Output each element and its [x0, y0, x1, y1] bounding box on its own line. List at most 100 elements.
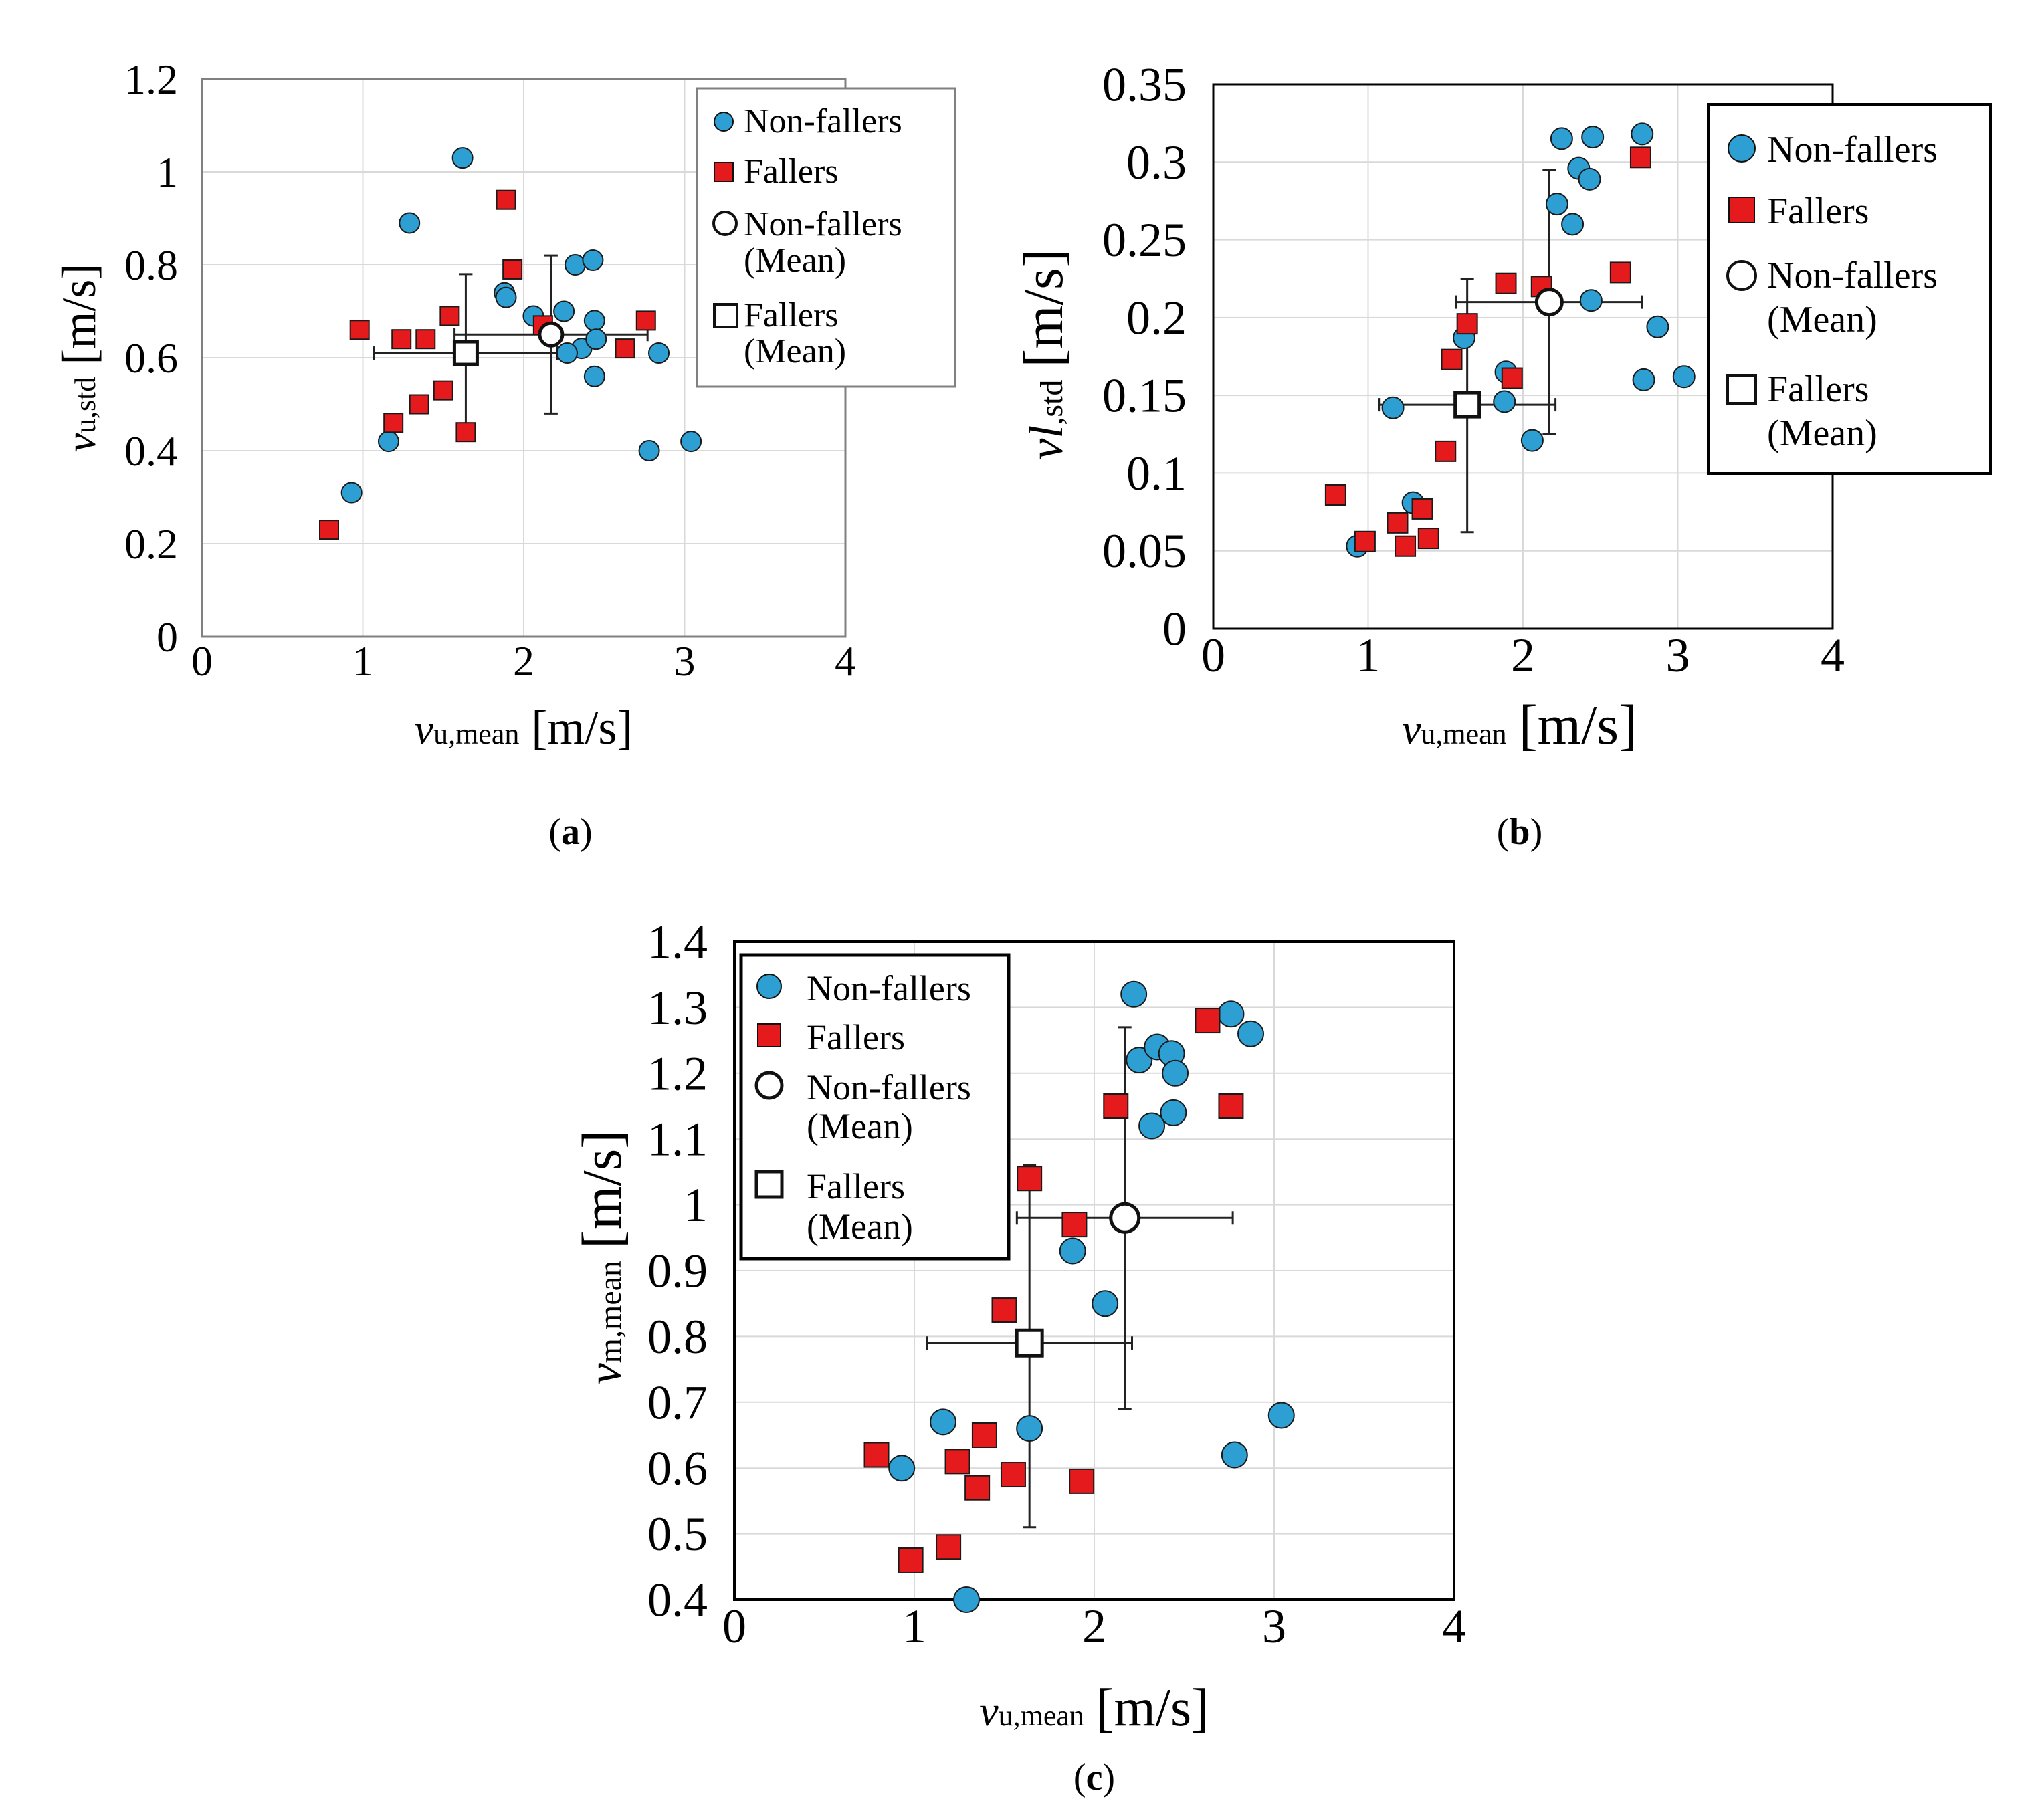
y-tick-label: 0.25 — [1102, 213, 1187, 267]
non-fallers-point — [1632, 368, 1655, 391]
chart-b-legend: Non-fallers Fallers Non-fallers (Mean) Fa… — [1707, 103, 1992, 475]
fallers-point — [1218, 1093, 1244, 1119]
y-tick-label: 1.2 — [124, 56, 178, 103]
non-fallers-point — [1237, 1020, 1265, 1047]
y-tick-label: 0.35 — [1102, 58, 1187, 111]
fallers-point — [936, 1534, 962, 1560]
y-tick-label: 0.3 — [1126, 136, 1187, 189]
chart-b-legend-fallers-marker — [1728, 197, 1755, 223]
y-tick-label: 0.5 — [647, 1507, 708, 1561]
chart-a-points — [318, 147, 702, 540]
x-tick-label: 4 — [1821, 629, 1845, 682]
fallers-point — [1103, 1093, 1129, 1119]
non-fallers-point — [1579, 289, 1603, 312]
chart-b-y-axis-label: vl,std[m/s] — [1013, 249, 1075, 459]
chart-c-grid — [734, 942, 1454, 1600]
non-fallers-point — [583, 310, 605, 332]
chart-a-legend-fallers-marker — [714, 162, 734, 182]
y-tick-label: 1.4 — [647, 915, 708, 968]
chart-a-grid — [202, 79, 845, 637]
chart-a-caption: (a) — [548, 811, 592, 853]
y-tick-label: 0.9 — [647, 1244, 708, 1297]
chart-c-legend-non-fallers-mean-marker — [754, 1071, 784, 1100]
chart-a-legend-non-fallers-mean: Non-fallers (Mean) — [744, 205, 902, 280]
chart-b-caption: (b) — [1497, 811, 1542, 853]
y-tick-label: 0.6 — [647, 1442, 708, 1495]
y-tick-label: 1.1 — [647, 1113, 708, 1166]
chart-c-mean-markers — [1015, 1202, 1141, 1358]
fallers-point — [863, 1442, 890, 1468]
chart-c-caption: (c) — [1074, 1757, 1115, 1798]
fallers-point — [615, 338, 635, 359]
chart-b-legend-fallers-mean-marker — [1726, 374, 1757, 405]
y-tick-label: 1.3 — [647, 981, 708, 1035]
y-tick-label: 0.8 — [124, 241, 178, 289]
fallers-point — [964, 1475, 991, 1501]
y-tick-label: 0.15 — [1102, 369, 1187, 423]
x-tick-label: 4 — [1442, 1600, 1466, 1653]
x-tick-label: 0 — [1201, 629, 1225, 682]
chart-a-legend-box — [696, 87, 956, 388]
non-fallers-point — [1126, 1047, 1153, 1074]
chart-b-legend-fallers-mean: Fallers (Mean) — [1767, 368, 1877, 454]
fallers-point — [1061, 1212, 1088, 1238]
chart-c-legend-fallers-mean: Fallers (Mean) — [807, 1166, 913, 1247]
non-fallers-point — [888, 1455, 916, 1482]
chart-c-legend-non-fallers: Non-fallers — [807, 968, 971, 1008]
non-fallers-point — [1138, 1112, 1166, 1140]
fallers-point — [1387, 512, 1409, 534]
chart-a-legend-fallers-mean-marker — [713, 303, 738, 328]
chart-c-y-axis-label: vm,mean[m/s] — [571, 1130, 633, 1385]
fallers-point — [991, 1297, 1017, 1323]
chart-c-x-axis-label: vu,mean [m/s] — [979, 1679, 1209, 1737]
x-tick-label: 4 — [835, 637, 856, 685]
non-fallers-point — [1217, 1000, 1245, 1028]
chart-a-tick-labels: 0 1 2 3 4 0 0.2 0.4 0.6 0.8 1 1.2 — [124, 56, 856, 685]
non-fallers-mean-marker — [1109, 1202, 1141, 1234]
non-fallers-point — [1092, 1290, 1119, 1317]
chart-c-legend-fallers-marker — [757, 1023, 781, 1047]
chart-c-points — [863, 980, 1295, 1613]
non-fallers-point — [451, 147, 474, 169]
fallers-mean-marker — [1015, 1328, 1044, 1358]
fallers-point — [1417, 528, 1439, 550]
non-fallers-point — [340, 481, 363, 504]
non-fallers-point — [1581, 126, 1605, 149]
fallers-point — [1069, 1468, 1095, 1494]
y-tick-label: 1 — [157, 148, 178, 196]
fallers-point — [1609, 261, 1631, 284]
y-tick-label: 0.4 — [124, 427, 178, 475]
chart-b-legend-fallers: Fallers — [1767, 191, 1869, 232]
non-fallers-point — [585, 328, 607, 350]
non-fallers-mean-marker — [538, 321, 565, 348]
chart-a-legend: Non-fallers Fallers Non-fallers (Mean) Fa… — [696, 87, 956, 388]
fallers-point — [496, 189, 516, 210]
non-fallers-point — [495, 286, 517, 308]
x-tick-label: 3 — [1262, 1600, 1286, 1653]
non-fallers-point — [1493, 390, 1516, 413]
non-fallers-point — [680, 431, 702, 453]
fallers-point — [455, 422, 476, 443]
fallers-point — [1000, 1462, 1026, 1488]
fallers-point — [971, 1422, 997, 1448]
non-fallers-point — [953, 1586, 981, 1613]
non-fallers-point — [1267, 1402, 1295, 1429]
fallers-point — [318, 520, 339, 540]
non-fallers-point — [556, 342, 578, 364]
fallers-point — [439, 306, 460, 326]
non-fallers-point — [377, 431, 399, 453]
chart-c-legend-fallers-mean-marker — [754, 1170, 784, 1199]
chart-a: 0 1 2 3 4 0 0.2 0.4 0.6 0.8 1 1.2 vu,mean [m/s] vu,s… — [52, 56, 956, 853]
chart-c: 0 1 2 3 4 0.4 0.5 0.6 0.7 0.8 0.9 1 1.1 1.2 1.3 1.4 vu,… — [571, 915, 1466, 1798]
non-fallers-point — [1545, 193, 1568, 216]
chart-b-legend-non-fallers-mean: Non-fallers (Mean) — [1767, 255, 1938, 340]
x-tick-label: 2 — [1082, 1600, 1106, 1653]
fallers-point — [1456, 313, 1478, 335]
x-tick-label: 3 — [674, 637, 696, 685]
chart-a-legend-non-fallers: Non-fallers — [744, 102, 902, 140]
chart-b-legend-non-fallers: Non-fallers — [1767, 129, 1938, 171]
fallers-point — [415, 329, 436, 350]
chart-c-tick-labels: 0 1 2 3 4 0.4 0.5 0.6 0.7 0.8 0.9 1 1.1 1.2 1.3 1.4 — [647, 915, 1466, 1653]
chart-b-legend-non-fallers-marker — [1728, 134, 1756, 163]
